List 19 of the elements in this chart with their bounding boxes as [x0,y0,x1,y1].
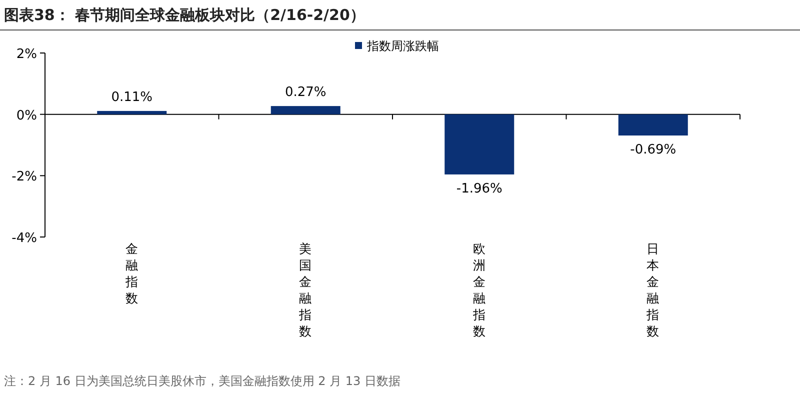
y-tick-label: 2% [16,47,37,62]
x-tick-label: 日本金融指数 [646,241,660,338]
legend-label: 指数周涨跌幅 [366,39,439,53]
y-tick-label: 0% [16,108,37,124]
data-label: -1.96% [456,181,502,196]
bar [97,110,167,114]
data-label: 0.11% [111,90,153,105]
y-tick-label: -2% [12,170,37,185]
x-tick-label: 欧洲金融指数 [472,241,486,338]
data-label: -0.69% [630,142,676,158]
y-tick-label: -4% [12,231,37,246]
text: 注：2 月 16 日为美国总统日美股休市，美国金融指数使用 2 月 13 日数据 [4,374,401,388]
chart-title: 图表38： 春节期间全球金融板块对比（2/16-2/20） [4,6,365,24]
bar [270,106,340,114]
data-label: 0.27% [284,85,326,100]
x-tick-label: 美国金融指数 [298,241,312,338]
x-tick-label: 金融指数 [124,241,138,306]
bar [444,114,514,174]
bar [618,114,688,136]
